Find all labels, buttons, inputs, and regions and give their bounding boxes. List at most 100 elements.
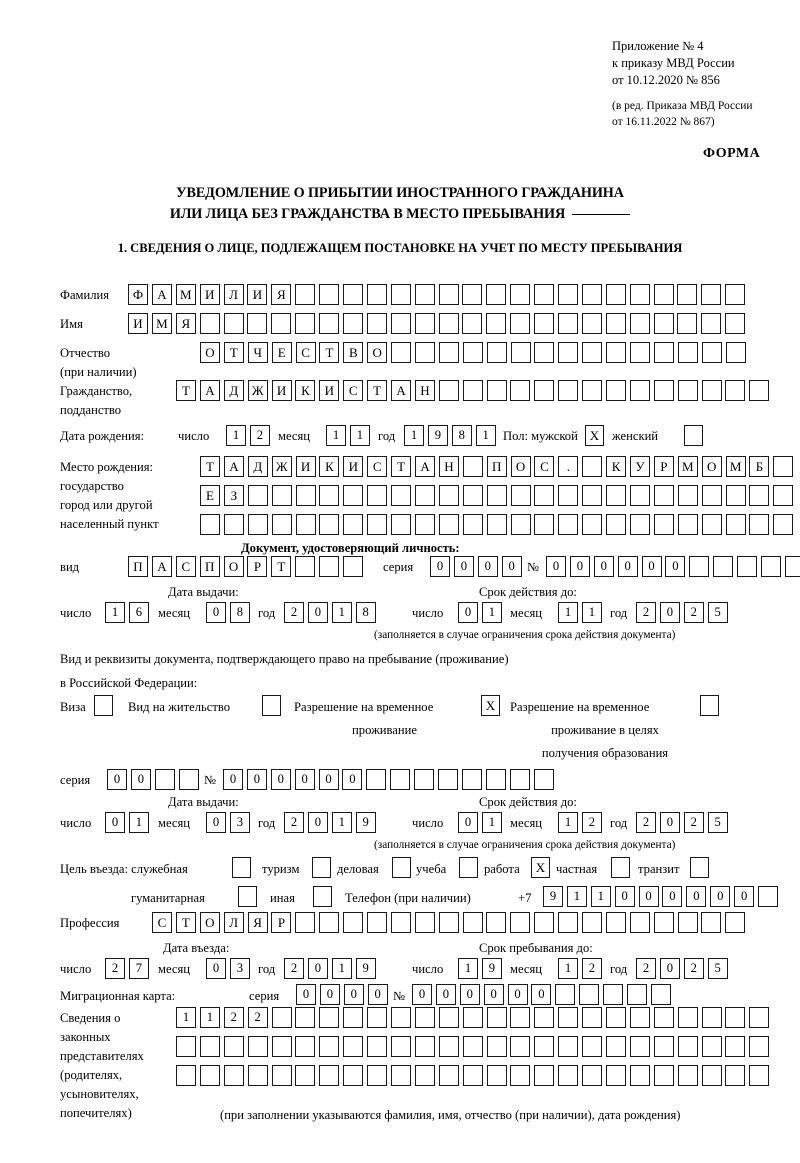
char-box[interactable]: К <box>319 456 340 477</box>
char-box[interactable]: 0 <box>659 602 680 623</box>
char-box[interactable] <box>701 342 722 363</box>
char-box[interactable]: 0 <box>458 812 478 833</box>
char-box[interactable]: Е <box>271 342 292 363</box>
char-box[interactable] <box>534 912 555 933</box>
char-box[interactable] <box>605 313 626 334</box>
char-box[interactable] <box>367 1065 388 1086</box>
char-box[interactable] <box>486 912 507 933</box>
char-box[interactable] <box>629 313 650 334</box>
char-box[interactable]: 0 <box>507 984 528 1005</box>
char-box[interactable]: 1 <box>481 602 502 623</box>
char-box[interactable] <box>271 1036 292 1057</box>
char-box[interactable]: 3 <box>229 958 250 979</box>
char-box[interactable] <box>606 1065 627 1086</box>
char-box[interactable] <box>653 1036 674 1057</box>
char-box[interactable] <box>725 380 746 401</box>
char-box[interactable]: 1 <box>481 812 502 833</box>
char-box[interactable]: О <box>223 556 244 577</box>
char-box[interactable]: 1 <box>331 602 352 623</box>
char-box[interactable]: 1 <box>105 602 125 623</box>
char-box[interactable] <box>486 284 507 305</box>
char-box[interactable] <box>558 313 579 334</box>
char-box[interactable] <box>510 342 531 363</box>
char-box[interactable] <box>582 514 603 535</box>
char-box[interactable] <box>343 514 364 535</box>
char-box[interactable]: 2 <box>636 812 656 833</box>
char-box[interactable]: М <box>725 456 746 477</box>
char-box[interactable] <box>343 485 364 506</box>
char-box[interactable] <box>701 514 722 535</box>
char-box[interactable]: 1 <box>458 958 478 979</box>
char-box[interactable] <box>247 313 268 334</box>
char-box[interactable]: 0 <box>477 556 498 577</box>
char-box[interactable] <box>558 380 579 401</box>
char-box[interactable]: 0 <box>223 769 243 790</box>
char-box[interactable] <box>199 313 220 334</box>
char-box[interactable] <box>462 456 483 477</box>
char-box[interactable]: 0 <box>435 984 456 1005</box>
char-box[interactable] <box>603 984 624 1005</box>
char-box[interactable] <box>582 342 603 363</box>
char-box[interactable]: 1 <box>176 1007 196 1028</box>
char-box[interactable]: 2 <box>284 812 304 833</box>
checkbox-purpose-other[interactable] <box>313 886 332 907</box>
char-box[interactable] <box>629 1036 650 1057</box>
char-box[interactable]: Ф <box>128 284 148 305</box>
char-box[interactable] <box>319 485 340 506</box>
char-box[interactable]: С <box>295 342 316 363</box>
char-box[interactable] <box>319 1007 340 1028</box>
char-box[interactable]: 1 <box>326 425 346 446</box>
char-box[interactable] <box>758 886 779 907</box>
char-box[interactable] <box>391 1007 412 1028</box>
char-box[interactable]: С <box>343 380 364 401</box>
char-box[interactable] <box>653 912 674 933</box>
char-box[interactable] <box>319 514 340 535</box>
checkbox-sex-female[interactable] <box>684 425 703 446</box>
char-box[interactable] <box>510 514 531 535</box>
char-box[interactable] <box>773 456 794 477</box>
char-box[interactable] <box>725 514 746 535</box>
char-box[interactable] <box>343 284 364 305</box>
char-box[interactable] <box>199 1036 220 1057</box>
char-box[interactable] <box>247 1065 268 1086</box>
char-box[interactable] <box>629 1007 650 1028</box>
char-box[interactable] <box>462 284 483 305</box>
field-birthplace-row3[interactable] <box>200 514 794 535</box>
char-box[interactable] <box>677 313 698 334</box>
char-box[interactable]: Т <box>223 342 244 363</box>
char-box[interactable] <box>558 514 579 535</box>
char-box[interactable]: 1 <box>226 425 246 446</box>
char-box[interactable] <box>438 313 459 334</box>
char-box[interactable] <box>486 1036 507 1057</box>
char-box[interactable] <box>438 1007 459 1028</box>
char-box[interactable] <box>391 514 412 535</box>
char-box[interactable] <box>390 313 411 334</box>
char-box[interactable] <box>319 556 340 577</box>
char-box[interactable] <box>247 514 268 535</box>
checkbox-purpose-work[interactable]: X <box>531 857 550 878</box>
char-box[interactable] <box>582 485 603 506</box>
char-box[interactable] <box>653 514 674 535</box>
char-box[interactable] <box>701 313 722 334</box>
char-box[interactable]: Ч <box>247 342 268 363</box>
char-box[interactable] <box>462 1007 483 1028</box>
char-box[interactable] <box>438 485 459 506</box>
char-box[interactable] <box>677 1036 698 1057</box>
char-box[interactable]: И <box>343 456 364 477</box>
char-box[interactable] <box>534 380 555 401</box>
char-box[interactable] <box>414 284 435 305</box>
char-box[interactable] <box>558 284 579 305</box>
char-box[interactable] <box>677 485 698 506</box>
char-box[interactable] <box>462 485 483 506</box>
char-box[interactable]: 0 <box>641 556 662 577</box>
